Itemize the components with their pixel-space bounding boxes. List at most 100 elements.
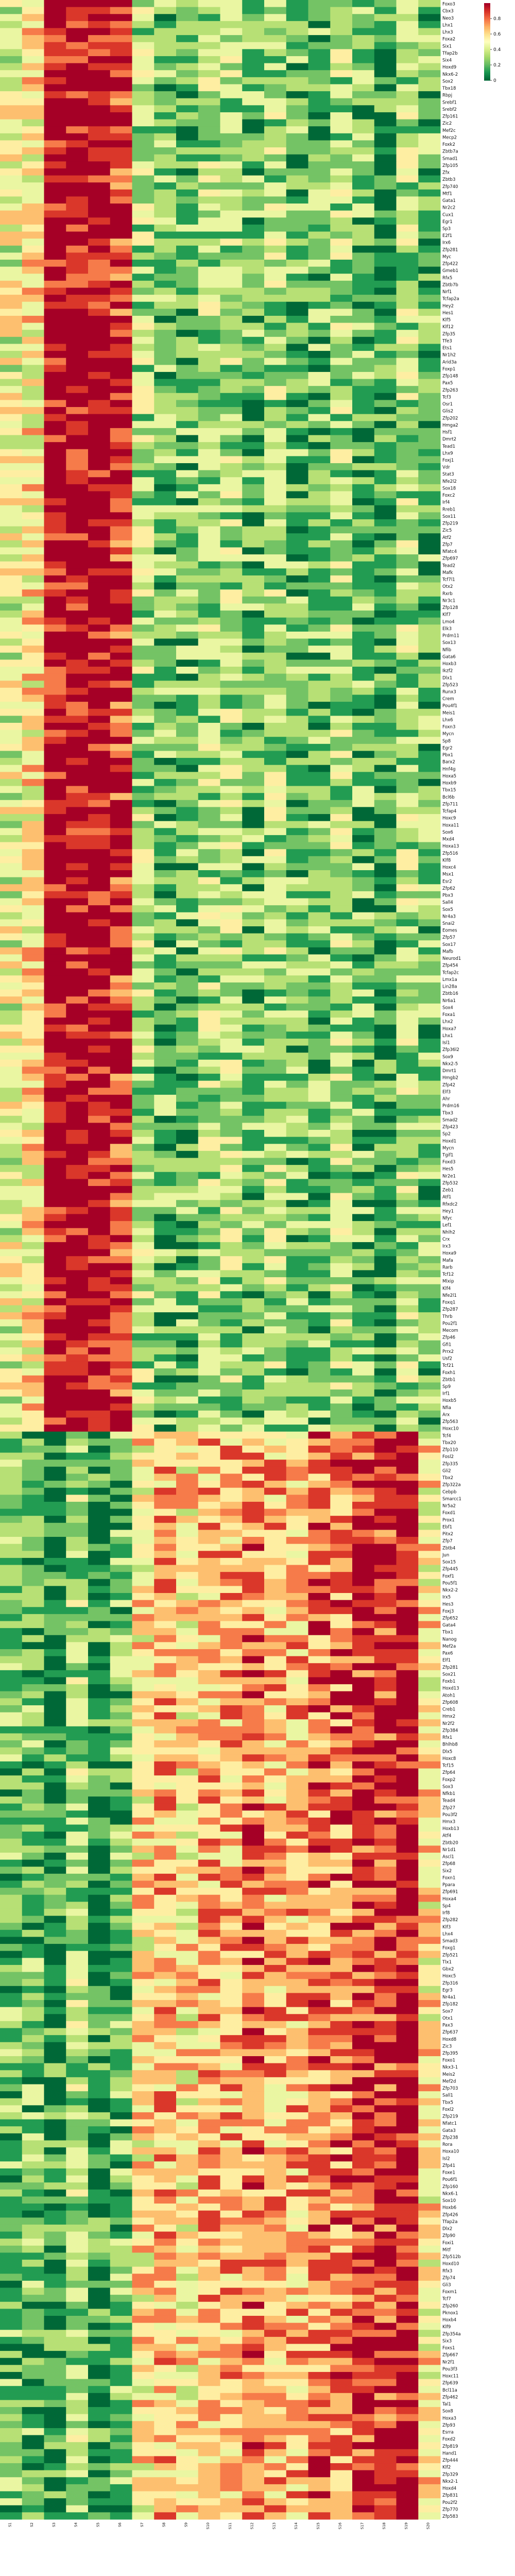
heatmap-cell [0,295,23,302]
heatmap-cell [110,196,132,204]
heatmap-cell [0,1361,23,1369]
heatmap-cell [88,772,111,779]
heatmap-cell [198,252,220,260]
heatmap-cell [132,877,154,885]
heatmap-cell [396,84,419,92]
heatmap-cell [44,1179,66,1187]
heatmap-cell [374,933,397,941]
heatmap-cell [154,1024,177,1032]
heatmap-cell [66,1410,89,1418]
heatmap-cell [132,400,154,408]
heatmap-cell [22,449,44,456]
heatmap-cell [176,407,199,415]
heatmap-cell [374,1024,397,1032]
heatmap-cell [264,996,287,1004]
heatmap-cell [330,217,353,225]
heatmap-cell [352,905,375,913]
heatmap-cell [286,1193,308,1200]
heatmap-cell [352,1473,375,1481]
heatmap-cell [308,351,331,359]
heatmap-cell [330,638,353,646]
heatmap-cell [242,1235,265,1243]
heatmap-cell [396,1137,419,1144]
heatmap-cell [418,274,441,281]
heatmap-cell [110,1719,132,1727]
heatmap-cell [88,526,111,534]
heatmap-cell [132,1621,154,1629]
heatmap-cell [220,561,243,569]
heatmap-cell [132,1733,154,1741]
heatmap-cell [396,336,419,344]
heatmap-cell [286,1080,308,1088]
heatmap-cell [198,1740,220,1748]
heatmap-cell [154,533,177,541]
heatmap-cell [374,1481,397,1488]
heatmap-cell [154,778,177,787]
heatmap-cell [352,1670,375,1677]
heatmap-cell [330,287,353,295]
heatmap-cell [132,1045,154,1053]
heatmap-cell [330,1607,353,1615]
heatmap-cell [264,477,287,485]
heatmap-cell [418,512,441,520]
heatmap-cell [264,1621,287,1629]
heatmap-cell [308,1158,331,1165]
heatmap-cell [308,1481,331,1488]
heatmap-cell [132,126,154,134]
heatmap-cell [330,856,353,863]
heatmap-cell [264,1193,287,1200]
heatmap-cell [352,1053,375,1060]
heatmap-cell [110,646,132,653]
heatmap-cell [330,77,353,84]
heatmap-cell [88,681,111,688]
heatmap-cell [220,702,243,709]
heatmap-cell [110,379,132,386]
heatmap-cell [66,315,89,324]
heatmap-cell [418,730,441,737]
heatmap-cell [264,91,287,99]
heatmap-cell [88,1319,111,1327]
heatmap-cell [154,652,177,660]
heatmap-cell [374,330,397,337]
heatmap-cell [308,393,331,400]
heatmap-cell [418,617,441,625]
heatmap-cell [0,266,23,274]
heatmap-cell [330,912,353,920]
heatmap-cell [352,456,375,464]
heatmap-cell [330,407,353,415]
heatmap-cell [88,1656,111,1664]
heatmap-cell [66,1389,89,1397]
heatmap-cell [66,21,89,28]
heatmap-cell [352,575,375,583]
heatmap-cell [44,442,66,450]
heatmap-cell [44,687,66,695]
heatmap-cell [0,1579,23,1586]
heatmap-cell [418,1649,441,1657]
heatmap-cell [198,687,220,695]
heatmap-cell [88,1698,111,1706]
heatmap-cell [0,1123,23,1130]
heatmap-cell [374,1677,397,1685]
heatmap-cell [308,1586,331,1594]
heatmap-cell [110,1221,132,1229]
heatmap-cell [374,821,397,828]
heatmap-cell [220,687,243,695]
heatmap-cell [220,772,243,779]
heatmap-cell [396,1565,419,1572]
heatmap-cell [374,393,397,400]
heatmap-cell [22,336,44,344]
heatmap-cell [66,1333,89,1341]
heatmap-cell [0,274,23,281]
heatmap-cell [374,1094,397,1103]
heatmap-cell [176,266,199,274]
heatmap-cell [242,1438,265,1446]
heatmap-cell [352,1417,375,1425]
heatmap-cell [66,1312,89,1320]
heatmap-cell [176,877,199,885]
heatmap-cell [374,63,397,71]
heatmap-cell [286,547,308,555]
heatmap-cell [66,589,89,597]
heatmap-cell [264,1579,287,1586]
heatmap-cell [418,1368,441,1376]
heatmap-cell [132,1249,154,1257]
